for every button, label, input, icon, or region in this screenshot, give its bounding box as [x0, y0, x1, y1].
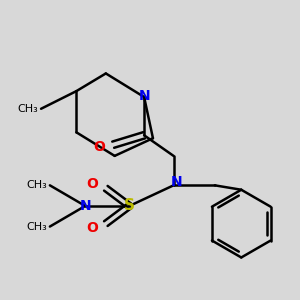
Text: O: O — [93, 140, 105, 154]
Text: N: N — [80, 199, 91, 213]
Text: CH₃: CH₃ — [26, 180, 47, 190]
Text: S: S — [124, 198, 135, 213]
Text: O: O — [87, 221, 98, 235]
Text: N: N — [138, 88, 150, 103]
Text: CH₃: CH₃ — [26, 222, 47, 232]
Text: N: N — [171, 176, 182, 189]
Text: CH₃: CH₃ — [17, 104, 38, 114]
Text: O: O — [87, 177, 98, 191]
